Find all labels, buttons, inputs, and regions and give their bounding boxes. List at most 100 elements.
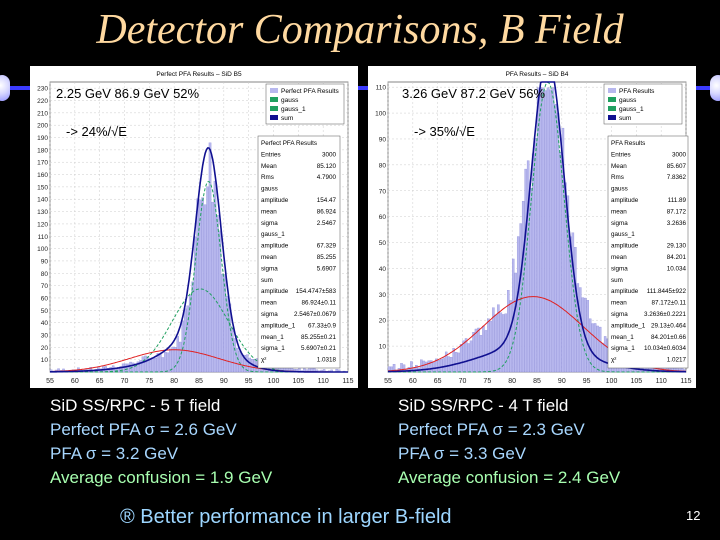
left-x-tick-3: 70	[121, 378, 129, 385]
right-hist-bar	[561, 127, 565, 373]
left-x-tick-9: 100	[268, 378, 280, 385]
right-stats-key-11: sigma	[611, 265, 628, 272]
right-hist-bar	[591, 323, 594, 373]
right-hist-bar	[467, 343, 470, 373]
right-y-tick-2: 90	[379, 136, 387, 143]
caption-left-line2: Perfect PFA σ = 2.6 GeV	[50, 420, 237, 439]
right-stats-key-0: PFA Results	[611, 140, 645, 147]
caption-left-line1: SiD SS/RPC - 5 T field	[50, 396, 221, 415]
title-bar-knob-right	[710, 75, 720, 101]
right-x-tick-3: 70	[459, 378, 467, 385]
right-hist-bar	[482, 325, 485, 373]
right-x-tick-6: 85	[533, 378, 541, 385]
left-hist-bar	[206, 186, 209, 373]
left-x-tick-7: 90	[220, 378, 228, 385]
right-hist-bar	[425, 361, 428, 373]
left-stats-key-15: sigma	[261, 311, 278, 318]
left-hist-bar	[169, 348, 172, 373]
right-hist-bar	[462, 340, 465, 373]
left-stats-box	[257, 135, 341, 369]
left-hist-bar	[233, 338, 237, 373]
left-y-tick-17: 60	[41, 295, 49, 302]
left-hist-bar	[164, 352, 167, 373]
left-x-tick-2: 65	[96, 378, 104, 385]
left-y-tick-4: 190	[37, 135, 48, 142]
right-hist-bar	[464, 338, 468, 373]
left-hist-bar	[171, 346, 175, 373]
right-stats-key-6: mean	[611, 208, 627, 215]
right-y-tick-4: 70	[379, 188, 387, 195]
right-stats-key-2: Mean	[611, 163, 627, 170]
left-stats-key-10: mean	[261, 254, 277, 261]
right-hist-bar	[549, 89, 552, 373]
left-hist-bar	[208, 142, 212, 373]
histogram-left: 55 60 65 70 75 80 85 90 95 100 105 110 115 230 220 210 2…	[37, 71, 354, 385]
left-y-tick-5: 180	[37, 147, 48, 154]
left-y-tick-20: 30	[41, 332, 49, 339]
overlay-line1-left: 2.25 GeV 86.9 GeV 52%	[56, 86, 200, 101]
right-y-tick-8: 30	[379, 292, 387, 299]
right-stats-val-3: 7.8362	[667, 174, 687, 181]
left-hist-bar	[154, 357, 157, 373]
left-y-tick-18: 50	[41, 308, 49, 315]
right-legend-box	[603, 83, 683, 125]
right-hist-bar	[576, 283, 580, 373]
right-hist-bar	[586, 300, 590, 373]
left-hist-bar	[136, 361, 140, 373]
left-stats-val-19: 1.0318	[317, 357, 337, 364]
right-hist-bar	[484, 330, 488, 373]
right-hist-bar	[440, 358, 443, 373]
left-hist-bar	[248, 357, 252, 373]
right-stats-key-10: mean	[611, 254, 627, 261]
right-hist-bar	[504, 313, 508, 373]
right-x-tick-8: 95	[583, 378, 591, 385]
left-hist-bar	[161, 357, 165, 373]
left-stats-val-11: 5.6907	[317, 265, 337, 272]
left-hist-bar	[243, 354, 247, 373]
title-bar-divider	[0, 86, 720, 90]
left-stats-val-16: 67.33±0.9	[308, 322, 336, 329]
right-hist-bar	[541, 87, 545, 373]
left-y-tick-9: 140	[37, 197, 48, 204]
right-hist-bar	[447, 356, 450, 373]
right-y-tick-10: 10	[379, 344, 387, 351]
left-stats-val-18: 5.6907±0.21	[301, 345, 336, 352]
left-stats-val-1: 3000	[322, 151, 337, 158]
right-legend-label-1: gauss	[619, 97, 637, 104]
right-hist-bar	[410, 361, 413, 373]
right-x-tick-4: 75	[483, 378, 491, 385]
left-x-tick-12: 115	[342, 378, 353, 385]
left-x-tick-0: 55	[46, 378, 54, 385]
left-stats-key-13: amplitude	[261, 288, 289, 295]
left-y-tick-7: 160	[37, 172, 48, 179]
right-stats-key-8: gauss_1	[611, 231, 635, 238]
left-legend-box	[265, 83, 345, 125]
right-y-tick-9: 20	[379, 318, 387, 325]
right-x-tick-10: 105	[630, 378, 642, 385]
left-hist-bar	[166, 352, 170, 373]
histogram-right: 55 60 65 70 75 80 85 90 95 100 105 110 115 110 100 90 80…	[375, 71, 692, 385]
left-y-tick-13: 100	[37, 246, 48, 253]
right-stats-val-2: 85.607	[667, 163, 687, 170]
left-stats-val-3: 4.7900	[317, 174, 337, 181]
right-y-tick-3: 80	[379, 162, 387, 169]
left-hist-bar	[183, 308, 187, 373]
right-hist-bar	[598, 326, 602, 373]
right-hist-bar	[596, 325, 599, 373]
right-hist-bar	[474, 328, 478, 373]
right-hist-bar	[430, 360, 433, 373]
caption-right-line4: Average confusion = 2.4 GeV	[398, 468, 621, 487]
left-stats-key-18: sigma_1	[261, 345, 285, 352]
right-hist-bar	[492, 307, 495, 373]
left-stats-key-7: sigma	[261, 220, 278, 227]
caption-right-line2: Perfect PFA σ = 2.3 GeV	[398, 420, 585, 439]
right-hist-bar	[497, 304, 500, 373]
right-y-tick-5: 60	[379, 214, 387, 221]
left-x-tick-4: 75	[145, 378, 153, 385]
left-hist-bar	[181, 320, 184, 373]
right-hist-bar	[415, 365, 418, 373]
left-stats-key-12: sum	[261, 277, 273, 284]
right-hist-bar	[459, 344, 463, 373]
left-hist-bar	[221, 273, 224, 373]
right-stats-key-18: sigma_1	[611, 345, 635, 352]
